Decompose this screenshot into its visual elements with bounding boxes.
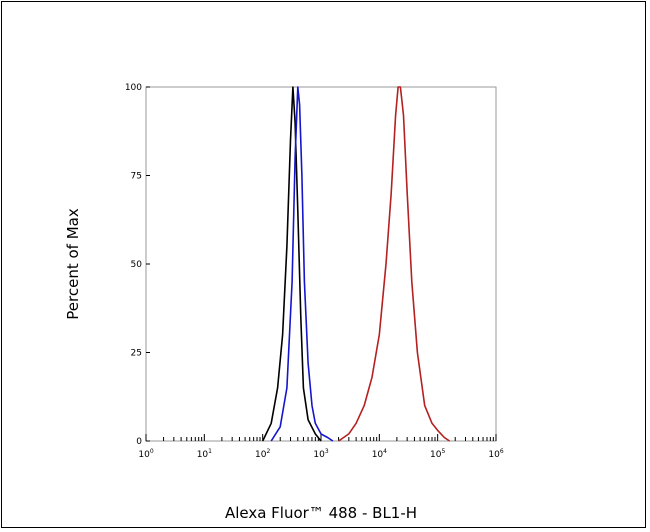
series-group	[261, 86, 451, 442]
series-line-2	[270, 86, 334, 442]
x-tick-label: 101	[197, 448, 212, 460]
y-tick-label: 100	[125, 83, 142, 93]
x-tick-label: 106	[488, 448, 503, 460]
x-tick-label: 102	[255, 448, 270, 460]
x-axis: 100 101 102 103 104 105 106	[138, 434, 504, 460]
series-line-3	[338, 86, 451, 442]
y-axis: 0 25 50 75 100	[125, 83, 150, 447]
x-tick-label: 104	[372, 448, 387, 460]
series-line-1	[261, 86, 322, 442]
y-axis-title: Percent of Max	[64, 208, 82, 320]
x-axis-title: Alexa Fluor™ 488 - BL1-H	[225, 504, 417, 522]
plot-area	[145, 86, 497, 442]
y-tick-label: 0	[136, 437, 142, 447]
x-tick-label: 103	[313, 448, 328, 460]
x-tick-label: 105	[430, 448, 445, 460]
y-tick-label: 25	[131, 349, 142, 359]
x-tick-label: 100	[138, 448, 153, 460]
y-tick-label: 75	[131, 172, 142, 182]
y-tick-label: 50	[131, 260, 143, 270]
